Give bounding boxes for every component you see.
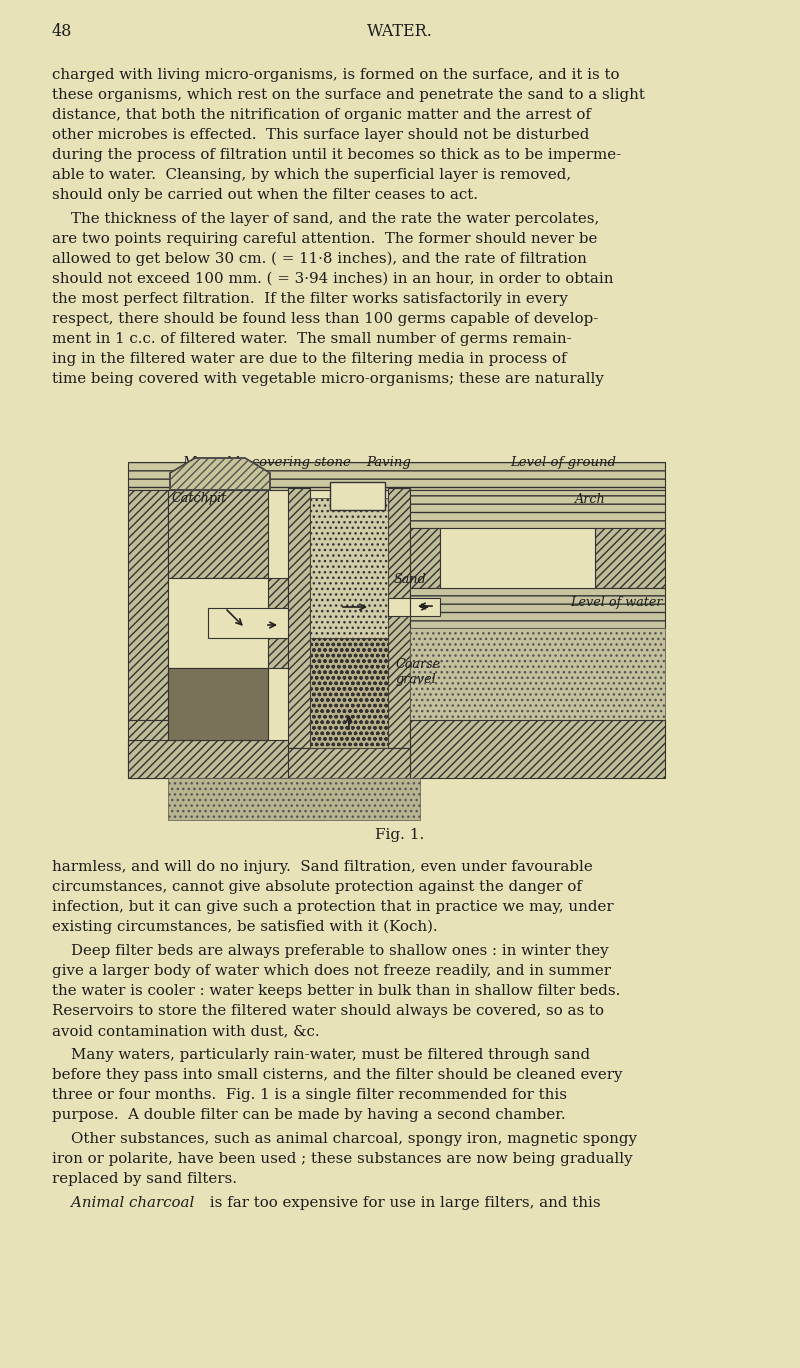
Bar xyxy=(595,528,665,588)
Text: Many waters, particularly rain-water, must be filtered through sand: Many waters, particularly rain-water, mu… xyxy=(52,1048,590,1062)
Bar xyxy=(310,637,388,748)
Text: charged with living micro-organisms, is formed on the surface, and it is to: charged with living micro-organisms, is … xyxy=(52,68,619,82)
Bar xyxy=(410,720,665,778)
Text: Arch: Arch xyxy=(575,492,606,506)
Text: Catchpit: Catchpit xyxy=(172,492,227,505)
Text: these organisms, which rest on the surface and penetrate the sand to a slight: these organisms, which rest on the surfa… xyxy=(52,88,645,103)
Text: ing in the filtered water are due to the filtering media in process of: ing in the filtered water are due to the… xyxy=(52,352,566,367)
Bar xyxy=(168,579,268,668)
Text: should not exceed 100 mm. ( = 3·94 inches) in an hour, in order to obtain: should not exceed 100 mm. ( = 3·94 inche… xyxy=(52,272,614,286)
Bar xyxy=(410,588,665,628)
Bar xyxy=(168,668,268,740)
Bar xyxy=(208,607,288,637)
Bar xyxy=(168,778,420,819)
Text: avoid contamination with dust, &c.: avoid contamination with dust, &c. xyxy=(52,1025,320,1038)
Text: during the process of filtration until it becomes so thick as to be imperme-: during the process of filtration until i… xyxy=(52,148,621,161)
Text: existing circumstances, be satisfied with it (Koch).: existing circumstances, be satisfied wit… xyxy=(52,921,438,934)
Text: ment in 1 c.c. of filtered water.  The small number of germs remain-: ment in 1 c.c. of filtered water. The sm… xyxy=(52,332,572,346)
Text: replaced by sand filters.: replaced by sand filters. xyxy=(52,1172,237,1186)
Text: three or four months.  Fig. 1 is a single filter recommended for this: three or four months. Fig. 1 is a single… xyxy=(52,1088,567,1103)
Bar xyxy=(208,637,288,668)
Text: before they pass into small cisterns, and the filter should be cleaned every: before they pass into small cisterns, an… xyxy=(52,1068,622,1082)
Bar xyxy=(330,482,385,510)
Text: are two points requiring careful attention.  The former should never be: are two points requiring careful attenti… xyxy=(52,233,598,246)
Text: purpose.  A double filter can be made by having a second chamber.: purpose. A double filter can be made by … xyxy=(52,1108,566,1122)
Bar xyxy=(128,490,168,720)
Bar xyxy=(310,498,388,637)
Text: Reservoirs to store the filtered water should always be covered, so as to: Reservoirs to store the filtered water s… xyxy=(52,1004,604,1018)
Text: circumstances, cannot give absolute protection against the danger of: circumstances, cannot give absolute prot… xyxy=(52,880,582,895)
Text: other microbes is effected.  This surface layer should not be disturbed: other microbes is effected. This surface… xyxy=(52,129,590,142)
Bar xyxy=(388,488,410,748)
Bar xyxy=(410,598,440,616)
Text: Deep filter beds are always preferable to shallow ones : in winter they: Deep filter beds are always preferable t… xyxy=(52,944,609,958)
Bar xyxy=(128,462,665,490)
Text: Level of ground: Level of ground xyxy=(510,456,616,469)
Text: the most perfect filtration.  If the filter works satisfactorily in every: the most perfect filtration. If the filt… xyxy=(52,291,568,306)
Text: WATER.: WATER. xyxy=(367,23,433,40)
Polygon shape xyxy=(170,458,270,490)
Text: Level of water: Level of water xyxy=(570,596,662,609)
Text: harmless, and will do no injury.  Sand filtration, even under favourable: harmless, and will do no injury. Sand fi… xyxy=(52,860,593,874)
Text: Other substances, such as animal charcoal, spongy iron, magnetic spongy: Other substances, such as animal charcoa… xyxy=(52,1131,637,1146)
Text: Fig. 1.: Fig. 1. xyxy=(375,828,425,841)
Text: Sand: Sand xyxy=(394,573,426,586)
Text: able to water.  Cleansing, by which the superficial layer is removed,: able to water. Cleansing, by which the s… xyxy=(52,168,571,182)
Text: the water is cooler : water keeps better in bulk than in shallow filter beds.: the water is cooler : water keeps better… xyxy=(52,984,620,999)
Text: 48: 48 xyxy=(52,23,72,40)
Bar xyxy=(288,488,310,748)
Text: Paving: Paving xyxy=(366,456,411,469)
Bar xyxy=(288,748,410,778)
Bar xyxy=(410,628,665,720)
Bar xyxy=(128,720,168,778)
Text: The thickness of the layer of sand, and the rate the water percolates,: The thickness of the layer of sand, and … xyxy=(52,212,599,226)
Text: iron or polarite, have been used ; these substances are now being gradually: iron or polarite, have been used ; these… xyxy=(52,1152,633,1166)
Text: is far too expensive for use in large filters, and this: is far too expensive for use in large fi… xyxy=(205,1196,601,1211)
Text: time being covered with vegetable micro-organisms; these are naturally: time being covered with vegetable micro-… xyxy=(52,372,604,386)
Bar xyxy=(440,528,595,588)
Bar xyxy=(168,668,268,740)
Text: Moveable covering stone: Moveable covering stone xyxy=(182,456,351,469)
Text: Coarse
gravel: Coarse gravel xyxy=(396,658,441,685)
Text: infection, but it can give such a protection that in practice we may, under: infection, but it can give such a protec… xyxy=(52,900,614,914)
Text: distance, that both the nitrification of organic matter and the arrest of: distance, that both the nitrification of… xyxy=(52,108,591,122)
Text: Animal charcoal: Animal charcoal xyxy=(52,1196,194,1211)
Bar xyxy=(128,740,308,778)
Bar xyxy=(388,598,410,616)
Text: give a larger body of water which does not freeze readily, and in summer: give a larger body of water which does n… xyxy=(52,964,611,978)
Bar xyxy=(410,528,440,588)
Bar xyxy=(410,490,665,528)
Text: allowed to get below 30 cm. ( = 11·8 inches), and the rate of filtration: allowed to get below 30 cm. ( = 11·8 inc… xyxy=(52,252,587,267)
Text: should only be carried out when the filter ceases to act.: should only be carried out when the filt… xyxy=(52,187,478,202)
Bar xyxy=(168,490,268,579)
Bar xyxy=(208,579,288,607)
Text: respect, there should be found less than 100 germs capable of develop-: respect, there should be found less than… xyxy=(52,312,598,326)
